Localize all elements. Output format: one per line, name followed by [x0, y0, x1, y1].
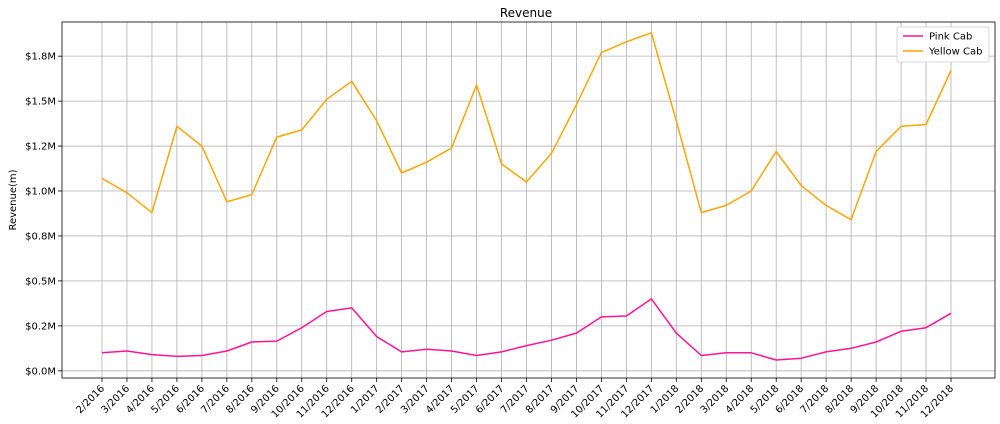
legend-label: Pink Cab: [929, 32, 972, 43]
y-axis-label: Revenue(m): [8, 169, 19, 230]
legend: Pink Cab Yellow Cab: [896, 26, 990, 63]
series-line-pink-cab: [101, 298, 952, 361]
plot-area: [62, 22, 995, 378]
y-axis: $0.0M $0.2M $0.5M $0.8M $1.0M $1.2M $1.5M $1.8M: [25, 52, 62, 377]
y-tick-label: $0.2M: [25, 321, 56, 332]
series-layer: [101, 32, 952, 361]
chart-title: Revenue: [500, 6, 552, 20]
y-tick-label: $0.5M: [25, 276, 56, 287]
grid: [62, 22, 995, 378]
y-tick-label: $0.0M: [25, 366, 56, 377]
y-tick-label: $1.8M: [25, 52, 56, 63]
y-tick-label: $1.0M: [25, 187, 56, 198]
y-tick-label: $0.8M: [25, 231, 56, 242]
x-axis: 2/20163/20164/20165/20166/20167/20168/20…: [74, 378, 956, 420]
y-tick-label: $1.5M: [25, 97, 56, 108]
y-tick-label: $1.2M: [25, 142, 56, 153]
plot-frame: [61, 21, 996, 379]
series-line-yellow-cab: [101, 32, 952, 221]
legend-label: Yellow Cab: [928, 47, 982, 58]
